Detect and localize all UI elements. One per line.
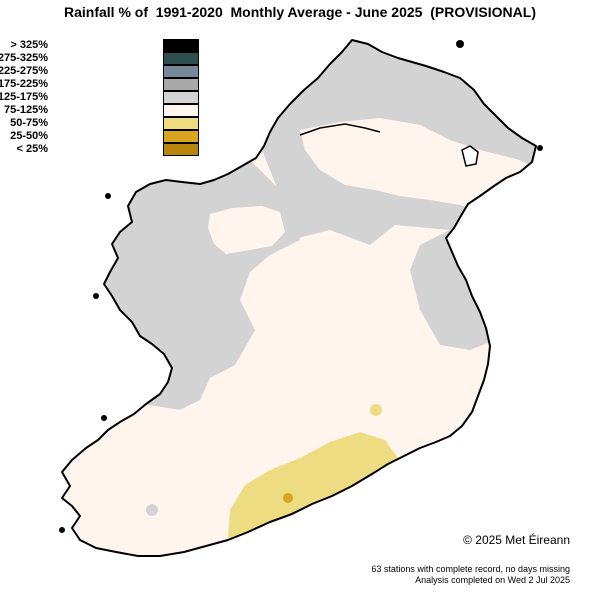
- region-125-175-southwest: [146, 504, 158, 516]
- lough-neagh: [461, 145, 479, 167]
- legend-swatch: [163, 143, 199, 156]
- legend-label: > 325%: [10, 39, 48, 51]
- legend-label: 50-75%: [10, 117, 48, 129]
- island: [537, 145, 543, 151]
- map-title: Rainfall % of 1991-2020 Monthly Average …: [64, 4, 536, 20]
- legend-swatch: [163, 65, 199, 78]
- region-25-50-spot: [283, 493, 293, 503]
- legend-swatch: [163, 104, 199, 117]
- lough-foyle: [299, 123, 381, 136]
- legend-swatch: [163, 91, 199, 104]
- region-50-75-south: [228, 432, 400, 540]
- legend-swatch: [163, 117, 199, 130]
- region-50-75-spot: [370, 404, 382, 416]
- legend-label: 125-175%: [0, 91, 48, 103]
- region-125-175-spot: [220, 310, 244, 334]
- legend-label: 275-325%: [0, 52, 48, 64]
- region-75-125-west: [208, 206, 285, 254]
- legend-label: 175-225%: [0, 78, 48, 90]
- footer-stations: 63 stations with complete record, no day…: [371, 564, 570, 574]
- region-75-125-north: [300, 118, 536, 215]
- legend-label: 225-275%: [0, 65, 48, 77]
- legend-swatch: [163, 78, 199, 91]
- legend-label: 75-125%: [3, 104, 48, 116]
- legend-swatch: [163, 52, 199, 65]
- island: [105, 193, 111, 199]
- legend-swatch: [163, 39, 199, 52]
- footer-analysis-date: Analysis completed on Wed 2 Jul 2025: [415, 575, 570, 585]
- island: [456, 40, 464, 48]
- legend-swatch: [163, 130, 199, 143]
- island: [59, 527, 65, 533]
- coastline: [61, 39, 537, 557]
- legend-label: 25-50%: [10, 130, 48, 142]
- island: [93, 293, 99, 299]
- copyright: © 2025 Met Éireann: [463, 533, 570, 547]
- legend-label: < 25%: [16, 143, 49, 155]
- island: [101, 415, 107, 421]
